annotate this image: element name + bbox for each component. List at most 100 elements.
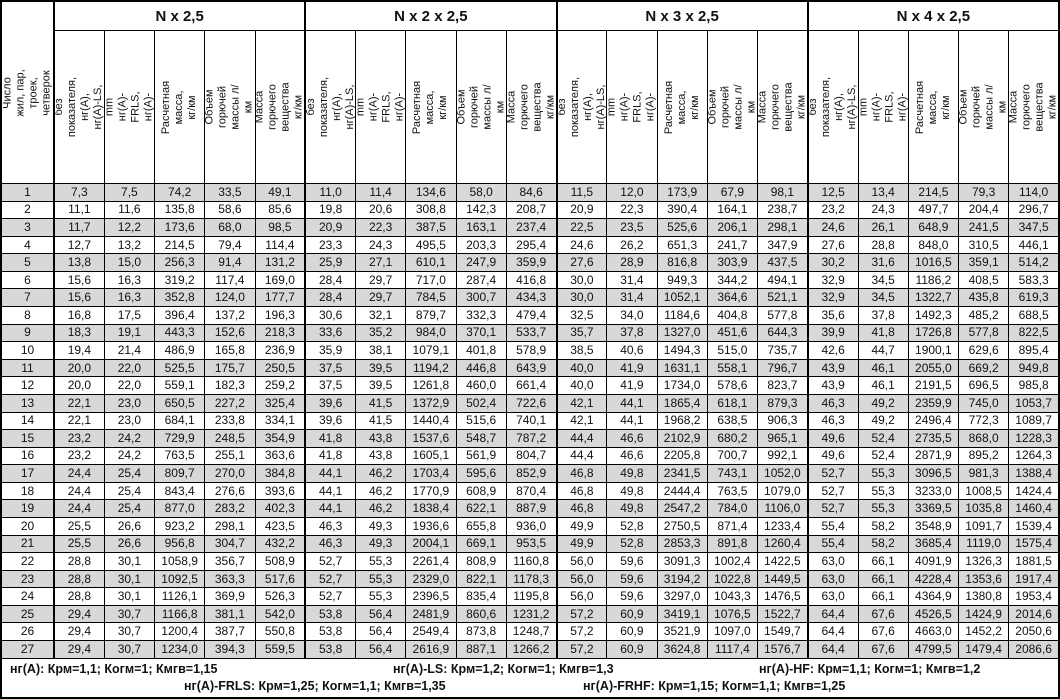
col-header-text: Dmax, mm нг(А)-FRLS, нг(А)-FRHF <box>606 91 657 123</box>
table-cell: 23,0 <box>103 393 156 413</box>
table-cell: 877,0 <box>153 499 206 518</box>
table-cell: 46,3 <box>806 393 859 413</box>
col-header-combust: Масса горючего вещества кг/км <box>1008 30 1060 184</box>
table-cell: 11,6 <box>103 200 156 220</box>
table-cell: 1422,5 <box>756 552 809 571</box>
table-cell: 24,6 <box>806 218 859 237</box>
table-row: 17 24,4 25,4 809,7 270,0 384,8 44,1 46,2 1703,4 5… <box>0 464 1060 483</box>
table-cell: 42,1 <box>555 393 608 413</box>
table-cell: 35,2 <box>354 323 407 343</box>
table-cell: 46,3 <box>304 516 357 536</box>
table-cell: 18,3 <box>52 323 105 343</box>
table-cell: 57,2 <box>555 640 608 659</box>
table-cell: 49,8 <box>606 464 658 483</box>
table-cell: 1537,6 <box>405 429 457 448</box>
table-cell: 49,2 <box>857 393 909 413</box>
col-header-text: Dmax, mm нг(А)-FRLS, нг(А)-FRHF <box>104 91 155 123</box>
table-cell: 26,6 <box>103 516 156 536</box>
table-cell: 22,3 <box>354 218 407 237</box>
row-number: 6 <box>0 270 55 290</box>
row-number: 15 <box>0 429 55 448</box>
column-header-row: Dmax, mm без показателя, нг(А), нг(А)-LS… <box>1 30 1060 184</box>
table-cell: 558,1 <box>706 358 759 378</box>
table-cell: 63,0 <box>806 587 859 606</box>
table-cell: 34,0 <box>606 306 658 325</box>
table-cell: 17,5 <box>103 306 156 325</box>
table-cell: 1043,3 <box>706 587 759 606</box>
table-row: 24 28,8 30,1 1126,1 369,9 526,3 52,7 55,3 2396,5… <box>0 587 1060 606</box>
table-cell: 1440,4 <box>405 411 457 431</box>
table-cell: 295,4 <box>505 235 558 255</box>
table-cell: 763,5 <box>153 446 206 466</box>
table-cell: 20,9 <box>304 218 357 237</box>
table-cell: 32,1 <box>354 306 407 325</box>
table-cell: 325,4 <box>254 393 306 413</box>
table-cell: 214,5 <box>907 183 960 202</box>
table-cell: 578,6 <box>706 376 759 395</box>
table-cell: 661,4 <box>505 376 558 395</box>
table-cell: 1424,4 <box>1008 481 1060 501</box>
table-cell: 63,0 <box>806 552 859 571</box>
col-header-dmax: Dmax, mm без показателя, нг(А), нг(А)-LS… <box>555 30 608 184</box>
table-cell: 24,6 <box>555 235 608 255</box>
table-cell: 135,8 <box>153 200 206 220</box>
table-cell: 164,1 <box>706 200 759 220</box>
table-cell: 334,1 <box>254 411 306 431</box>
table-cell: 30,0 <box>555 288 608 308</box>
table-cell: 1936,6 <box>405 516 457 536</box>
table-cell: 1726,8 <box>907 323 960 343</box>
table-cell: 369,9 <box>204 587 256 606</box>
table-cell: 64,4 <box>806 622 859 642</box>
table-cell: 41,8 <box>304 429 357 448</box>
table-cell: 486,9 <box>153 341 206 360</box>
coef-ngA-FRHF: нг(А)-FRHF: Крм=1,15; Когм=1,1; Кмгв=1,2… <box>583 679 846 693</box>
table-cell: 20,0 <box>52 358 105 378</box>
table-cell: 24,3 <box>354 235 407 255</box>
table-cell: 443,3 <box>153 323 206 343</box>
col-header-text: Dmax, mm без показателя, нг(А), нг(А)-LS… <box>807 76 858 138</box>
table-cell: 1166,8 <box>153 604 206 624</box>
table-cell: 515,0 <box>706 341 759 360</box>
col-header-combust: Масса горючего вещества кг/км <box>505 30 558 184</box>
group-title-4: N x 4 x 2,5 <box>806 0 1060 31</box>
table-cell: 53,8 <box>304 640 357 659</box>
table-cell: 196,3 <box>254 306 306 325</box>
table-cell: 1380,8 <box>957 587 1010 606</box>
table-cell: 1052,0 <box>756 464 809 483</box>
table-cell: 1178,3 <box>505 569 558 589</box>
table-cell: 56,4 <box>354 604 407 624</box>
table-cell: 32,9 <box>806 270 859 290</box>
table-cell: 28,8 <box>857 235 909 255</box>
table-cell: 1194,2 <box>405 358 457 378</box>
table-cell: 55,3 <box>354 552 407 571</box>
table-cell: 52,7 <box>304 552 357 571</box>
table-cell: 32,9 <box>806 288 859 308</box>
table-cell: 643,9 <box>505 358 558 378</box>
table-cell: 435,8 <box>957 288 1010 308</box>
table-cell: 1016,5 <box>907 253 960 272</box>
col-header-text: Dmax, mm нг(А)-FRLS, нг(А)-FRHF <box>355 91 406 123</box>
table-cell: 3369,5 <box>907 499 960 518</box>
table-cell: 30,1 <box>103 587 156 606</box>
table-cell: 595,6 <box>455 464 507 483</box>
table-cell: 91,4 <box>204 253 256 272</box>
table-cell: 1076,5 <box>706 604 759 624</box>
table-cell: 134,6 <box>405 183 457 202</box>
table-cell: 214,5 <box>153 235 206 255</box>
table-cell: 906,3 <box>756 411 809 431</box>
table-cell: 11,5 <box>555 183 608 202</box>
row-number: 14 <box>0 411 55 431</box>
table-cell: 559,1 <box>153 376 206 395</box>
table-cell: 12,7 <box>52 235 105 255</box>
table-cell: 1424,9 <box>957 604 1010 624</box>
table-cell: 49,1 <box>254 183 306 202</box>
table-cell: 31,4 <box>606 270 658 290</box>
table-cell: 1476,5 <box>756 587 809 606</box>
table-cell: 860,6 <box>455 604 507 624</box>
table-cell: 33,6 <box>304 323 357 343</box>
table-cell: 35,6 <box>806 306 859 325</box>
table-cell: 44,1 <box>606 411 658 431</box>
table-cell: 52,7 <box>304 569 357 589</box>
table-cell: 24,4 <box>52 481 105 501</box>
table-cell: 28,8 <box>52 587 105 606</box>
